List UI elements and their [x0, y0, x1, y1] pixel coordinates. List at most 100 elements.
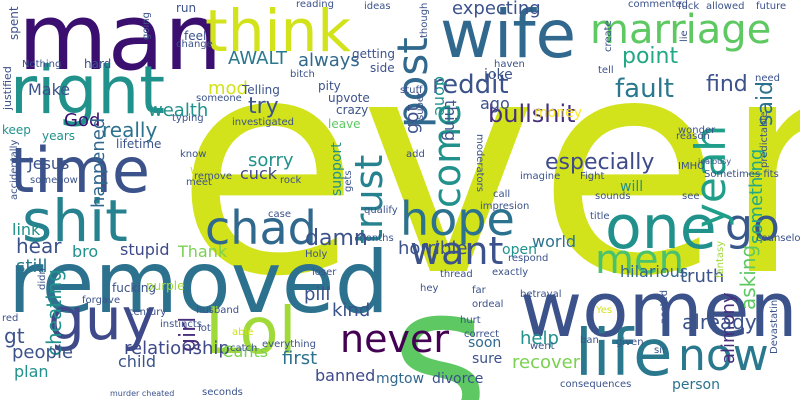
word-wonder: wonder [678, 125, 716, 136]
word-yes: Yes [596, 305, 613, 316]
word-went: went [530, 341, 555, 352]
word-counselor: counselor [756, 233, 800, 244]
word-world: world [532, 232, 577, 251]
word-holy: Holy [305, 249, 328, 260]
word-upvote: upvote [328, 91, 370, 105]
word-devastating: Devastating [769, 293, 780, 354]
word-meet: meet [186, 177, 212, 188]
word-guy: guy [48, 285, 156, 353]
word-instincts: instincts [160, 319, 202, 330]
word-somehow: somehow [30, 175, 78, 186]
word-soon: soon [468, 335, 502, 351]
word-divorce: divorce [432, 371, 484, 387]
word-expecting: expecting [452, 0, 541, 19]
word-forgave: forgave [82, 295, 121, 306]
word-plan: plan [14, 362, 49, 381]
word-especially: especially [545, 150, 655, 175]
word-future: future [756, 1, 787, 12]
word-run: run [176, 1, 197, 15]
word-years: years [42, 129, 76, 143]
word-fault: fault [615, 74, 674, 104]
word-spent: spent [7, 6, 21, 40]
word-hey: hey [420, 283, 439, 294]
word-chad: chad [205, 201, 317, 255]
word-bro: bro [72, 242, 99, 261]
word-thread: thread [440, 269, 473, 280]
word-purple: purple [146, 279, 185, 293]
word-sorry: sorry [248, 150, 294, 171]
word-justified: justified [1, 66, 14, 110]
word-recover: recover [512, 352, 581, 373]
word-nothing: Nothing [22, 59, 62, 70]
word-ordeal: ordeal [472, 299, 504, 310]
word-hope: hope [400, 192, 515, 246]
word-respond: respond [508, 253, 549, 264]
word-loser: loser [312, 267, 337, 278]
word-wife: wife [440, 0, 577, 73]
word-marriage: marriage [590, 7, 772, 53]
word-awalt: AWALT [228, 48, 288, 69]
word-well: well [190, 163, 214, 177]
word-relationship: relationship [124, 338, 230, 359]
word-people: people [12, 342, 74, 363]
word-thing: thing [441, 100, 460, 142]
word-even: even [175, 0, 800, 342]
word-help: help [520, 328, 559, 349]
word-know: know [180, 149, 207, 160]
word-able: able [232, 327, 254, 338]
word-cunts: Cunts [222, 342, 269, 361]
word-god: God [64, 110, 101, 131]
word-commented: commented [628, 0, 689, 10]
word-hear: hear [16, 234, 62, 258]
word-call: call [493, 189, 511, 200]
word-support: support [329, 142, 345, 196]
word-jealousy: jealousy [698, 157, 732, 166]
word-lot: lot [198, 323, 211, 334]
word-think: think [205, 0, 351, 65]
word-need: need [755, 73, 780, 84]
word-moderators: moderators [474, 134, 485, 192]
word-first: first [282, 348, 318, 369]
word-always: always [298, 50, 360, 71]
word-shit: shit [22, 187, 128, 255]
word-getting: getting [352, 47, 395, 61]
word-bitch: bitch [290, 69, 315, 80]
word-didn: didn [37, 268, 48, 290]
word-bullshit: bullshit [488, 100, 576, 128]
word-now: now [678, 330, 769, 381]
word-change: change [176, 39, 213, 50]
word-sir: sir [654, 345, 667, 356]
word-reading: reading [296, 0, 334, 10]
word-find: find [706, 72, 748, 97]
word-imho: IMHO [678, 161, 705, 172]
word-happened: happened [88, 117, 109, 208]
word-will: will [620, 179, 644, 195]
word-red: red [2, 313, 19, 324]
word-hilarious: hilarious [620, 262, 689, 281]
word-sure: sure [472, 351, 503, 367]
word-far: far [472, 285, 486, 296]
word-already: already [682, 310, 757, 334]
word-telling: Telling [242, 83, 280, 97]
word-sounds: sounds [595, 191, 631, 202]
word-fuck: fuck [678, 1, 700, 12]
word-joke: joke [484, 67, 513, 83]
word-going: going [141, 12, 152, 40]
word-add: add [406, 149, 425, 160]
word-fight: Fight [580, 171, 605, 182]
word-everything: everything [262, 339, 316, 350]
word-pill: pill [304, 284, 331, 305]
word-lol: Lol [205, 295, 297, 369]
word-betrayal: betrayal [520, 289, 562, 300]
word-ago: ago [480, 94, 510, 113]
word-murder-cheated: murder cheated [110, 389, 175, 398]
word-sometimes-fits: Sometimes fits [704, 169, 779, 180]
word-though: though [419, 2, 430, 38]
word-remove: remove [194, 171, 232, 182]
word-ideas: ideas [364, 1, 391, 12]
word-man: man [18, 0, 223, 91]
word-impresion: impresion [480, 201, 530, 212]
word-typing: typing [172, 113, 204, 124]
word-s: s [390, 246, 489, 400]
